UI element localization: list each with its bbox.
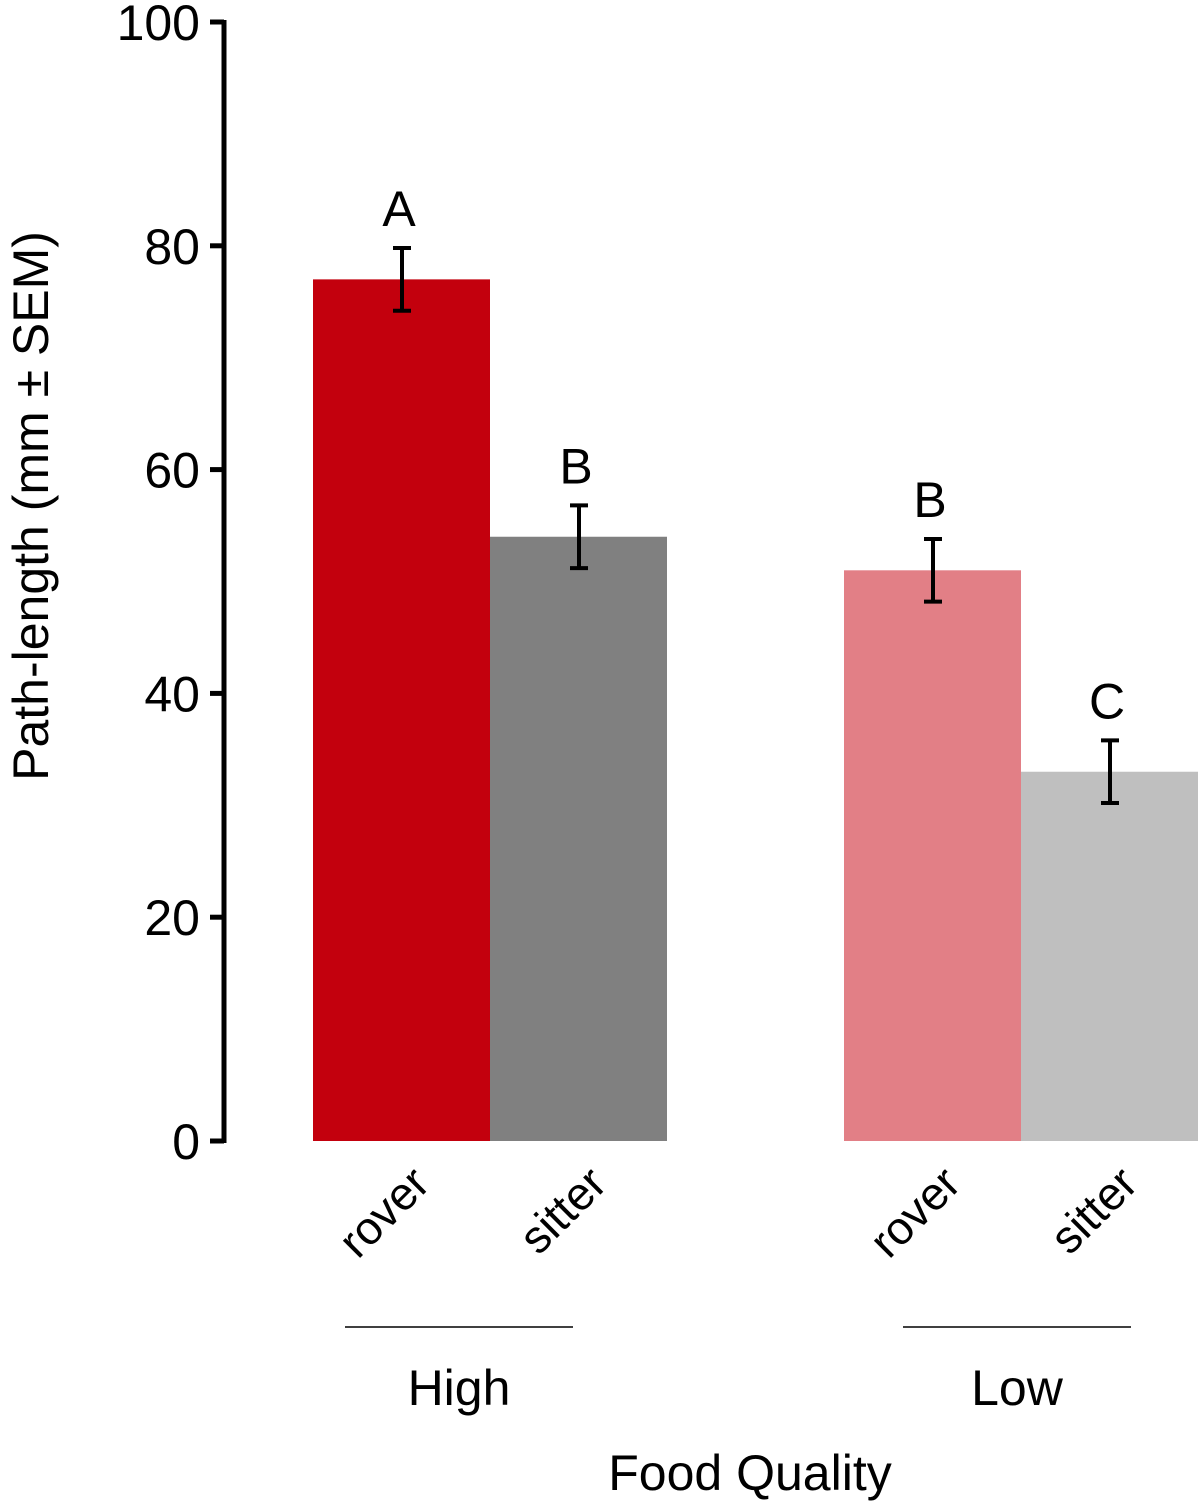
x-axis: rover sitter rover sitter High Low	[328, 1156, 1147, 1416]
error-bar	[570, 503, 588, 571]
error-bar	[1101, 738, 1119, 806]
significance-letter: A	[382, 181, 416, 237]
y-tick-label: 40	[144, 666, 200, 722]
bar-high-sitter	[490, 536, 667, 1141]
bar-low-rover	[844, 570, 1021, 1141]
error-bar	[393, 246, 411, 313]
y-axis-title: Path-length (mm ± SEM)	[3, 231, 59, 781]
y-tick-label: 20	[144, 890, 200, 946]
y-axis: 0 20 40 60 80 100	[117, 0, 227, 1170]
x-category-label: sitter	[509, 1156, 616, 1263]
x-category-label: sitter	[1040, 1156, 1147, 1263]
bar-high-rover	[313, 279, 490, 1141]
group-label-high: High	[408, 1360, 511, 1416]
significance-letter: B	[559, 438, 592, 494]
y-tick-label: 100	[117, 0, 200, 51]
group-label-low: Low	[971, 1360, 1064, 1416]
x-category-label: rover	[859, 1156, 970, 1267]
plot-area: A B B C	[313, 181, 1198, 1141]
y-tick-label: 80	[144, 219, 200, 275]
significance-letter: C	[1089, 673, 1125, 729]
y-tick-label: 0	[172, 1114, 200, 1170]
x-category-label: rover	[328, 1156, 439, 1267]
significance-letter: B	[913, 472, 946, 528]
bar-low-sitter	[1021, 771, 1198, 1141]
x-axis-title: Food Quality	[608, 1445, 891, 1501]
y-tick-label: 60	[144, 443, 200, 499]
error-bar	[924, 536, 942, 604]
